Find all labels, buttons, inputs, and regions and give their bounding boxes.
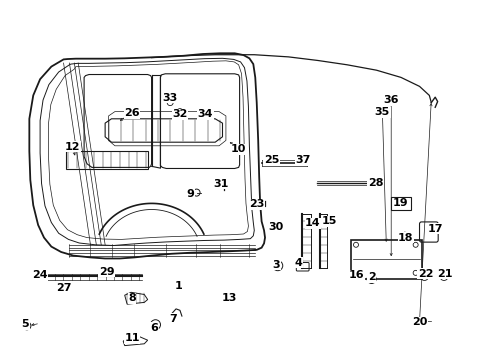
Text: 34: 34 bbox=[197, 109, 213, 120]
Text: 25: 25 bbox=[263, 155, 279, 165]
Text: 27: 27 bbox=[56, 283, 71, 293]
Text: 26: 26 bbox=[124, 108, 140, 118]
Text: 12: 12 bbox=[64, 142, 80, 152]
Text: 7: 7 bbox=[169, 314, 177, 324]
Text: 32: 32 bbox=[172, 109, 187, 120]
Text: 22: 22 bbox=[417, 269, 432, 279]
Bar bbox=[66, 151, 148, 169]
Text: 17: 17 bbox=[427, 224, 442, 234]
Text: 15: 15 bbox=[321, 216, 336, 226]
Text: 14: 14 bbox=[305, 218, 320, 228]
Text: 5: 5 bbox=[21, 319, 29, 329]
Text: 8: 8 bbox=[128, 293, 136, 303]
Text: 3: 3 bbox=[272, 260, 280, 270]
Text: 24: 24 bbox=[32, 270, 48, 280]
Text: 18: 18 bbox=[397, 233, 413, 243]
Text: 2: 2 bbox=[367, 272, 375, 282]
Text: 36: 36 bbox=[383, 95, 398, 105]
Text: 9: 9 bbox=[186, 189, 194, 199]
Text: 19: 19 bbox=[392, 198, 408, 208]
Text: 23: 23 bbox=[248, 199, 264, 210]
Text: 6: 6 bbox=[150, 323, 158, 333]
Text: 4: 4 bbox=[294, 258, 302, 268]
Text: 20: 20 bbox=[411, 317, 427, 327]
Text: 21: 21 bbox=[436, 269, 452, 279]
Text: 37: 37 bbox=[295, 155, 310, 165]
Text: 31: 31 bbox=[213, 179, 228, 189]
Text: 35: 35 bbox=[374, 107, 389, 117]
Text: 10: 10 bbox=[230, 144, 246, 154]
Text: 30: 30 bbox=[268, 222, 284, 232]
Text: 11: 11 bbox=[124, 333, 140, 343]
Text: 1: 1 bbox=[174, 281, 182, 291]
Bar bbox=[390, 197, 410, 210]
Text: 13: 13 bbox=[222, 293, 237, 303]
Text: 16: 16 bbox=[348, 270, 364, 280]
Text: 33: 33 bbox=[162, 93, 178, 103]
Text: 28: 28 bbox=[367, 178, 383, 188]
Text: 29: 29 bbox=[99, 267, 114, 277]
